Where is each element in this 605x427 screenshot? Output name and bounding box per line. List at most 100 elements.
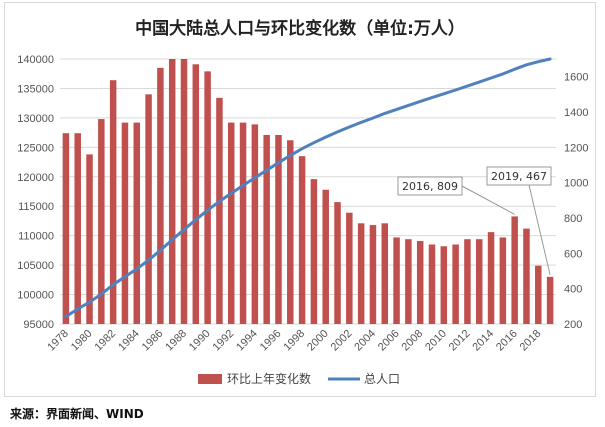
left-tick-label: 100000 xyxy=(17,290,54,302)
bar-2007 xyxy=(405,239,412,324)
bar-2009 xyxy=(428,244,436,324)
bar-2017 xyxy=(523,228,530,324)
bar-1986 xyxy=(157,67,164,324)
right-tick-label: 1400 xyxy=(564,107,588,119)
x-tick-label-2002: 2002 xyxy=(329,328,355,354)
x-tick-label-1986: 1986 xyxy=(140,328,166,354)
right-tick-label: 800 xyxy=(564,213,582,225)
bar-1997 xyxy=(287,140,294,324)
x-tick-label-1982: 1982 xyxy=(92,328,118,354)
line-series-total-population xyxy=(64,57,552,319)
x-tick-label-1978: 1978 xyxy=(45,328,71,354)
left-tick-label: 135000 xyxy=(17,83,54,95)
right-tick-label: 1200 xyxy=(564,142,588,154)
bar-1979 xyxy=(74,133,81,324)
bar-1983 xyxy=(121,122,129,324)
bar-1984 xyxy=(133,122,141,324)
bar-2002 xyxy=(346,212,353,324)
bar-1987 xyxy=(168,59,176,324)
left-tick-label: 125000 xyxy=(17,142,54,154)
x-tick-label-2018: 2018 xyxy=(518,328,544,354)
bar-2000 xyxy=(322,189,329,324)
x-tick-label-2008: 2008 xyxy=(400,328,426,354)
left-tick-label: 95000 xyxy=(23,319,54,331)
bar-2004 xyxy=(369,225,377,324)
right-tick-label: 1600 xyxy=(564,72,588,84)
bar-series xyxy=(62,59,554,325)
bar-1982 xyxy=(109,80,117,324)
bar-1985 xyxy=(145,94,152,324)
gridlines xyxy=(60,58,556,325)
left-tick-label: 120000 xyxy=(17,172,54,184)
bar-1993 xyxy=(239,122,247,324)
bar-1991 xyxy=(216,97,223,324)
left-tick-label: 140000 xyxy=(17,54,54,66)
left-axis-ticks: 95000 100000 105000 110000 115000 120000 12500… xyxy=(17,54,54,331)
bar-2001 xyxy=(334,202,341,324)
source-note: 来源：界面新闻、WIND xyxy=(10,407,144,421)
bar-1992 xyxy=(227,122,235,324)
x-tick-label-2000: 2000 xyxy=(305,328,331,354)
bar-2014 xyxy=(487,232,495,324)
right-axis-ticks: 200 400 600 800 1000 1200 1400 1600 xyxy=(564,72,588,331)
x-tick-label-1996: 1996 xyxy=(258,328,284,354)
right-tick-label: 400 xyxy=(564,284,582,296)
bar-2008 xyxy=(416,240,424,324)
x-tick-label-1998: 1998 xyxy=(281,328,307,354)
annotation-box-2019 xyxy=(486,166,552,186)
bar-1980 xyxy=(86,154,93,324)
legend-label-line: 总人口 xyxy=(364,372,400,386)
bar-2003 xyxy=(357,223,365,324)
x-tick-label-2012: 2012 xyxy=(447,328,473,354)
bar-1996 xyxy=(275,134,282,324)
x-tick-label-1992: 1992 xyxy=(211,328,237,354)
annotations: 2016, 809 2019, 467 xyxy=(397,166,552,275)
bar-2016 xyxy=(511,216,518,324)
right-tick-label: 200 xyxy=(564,319,582,331)
x-tick-label-2016: 2016 xyxy=(494,328,520,354)
annotation-leader-2016 xyxy=(461,185,515,215)
x-tick-label-1990: 1990 xyxy=(187,328,213,354)
right-tick-label: 600 xyxy=(564,248,582,260)
x-tick-label-1994: 1994 xyxy=(234,328,260,354)
x-tick-label-2006: 2006 xyxy=(376,328,402,354)
bar-2006 xyxy=(393,237,400,324)
annotation-label-2019: 2019, 467 xyxy=(491,170,547,183)
x-tick-label-1988: 1988 xyxy=(163,328,189,354)
bar-2015 xyxy=(499,237,507,324)
x-axis-ticks: 1978198019821984198619881990199219941996… xyxy=(45,328,543,354)
annotation-box-2016 xyxy=(397,176,463,196)
bar-2005 xyxy=(381,223,389,324)
bar-1978 xyxy=(62,133,70,324)
left-tick-label: 110000 xyxy=(18,231,54,243)
bar-1998 xyxy=(298,156,306,324)
chart-title: 中国大陆总人口与环比变化数（单位:万人） xyxy=(135,18,465,39)
bar-2019 xyxy=(546,276,554,324)
left-tick-label: 105000 xyxy=(17,260,54,272)
bar-1999 xyxy=(310,179,318,324)
x-tick-label-1984: 1984 xyxy=(116,328,142,354)
bar-1981 xyxy=(98,119,105,324)
left-tick-label: 115000 xyxy=(18,201,54,213)
bar-2011 xyxy=(452,244,459,324)
x-tick-label-2004: 2004 xyxy=(352,328,378,354)
x-tick-label-1980: 1980 xyxy=(69,328,95,354)
right-tick-label: 1000 xyxy=(564,178,588,190)
bar-2018 xyxy=(535,265,542,324)
left-tick-label: 130000 xyxy=(17,113,54,125)
bar-1995 xyxy=(263,134,270,324)
annotation-leader-2019 xyxy=(528,184,551,275)
legend-label-bar: 环比上年变化数 xyxy=(227,371,311,386)
bar-2010 xyxy=(440,246,448,324)
bar-1994 xyxy=(251,124,259,324)
x-tick-label-2010: 2010 xyxy=(423,328,449,354)
legend-swatch-bar xyxy=(198,374,222,384)
x-tick-label-2014: 2014 xyxy=(470,328,496,354)
annotation-label-2016: 2016, 809 xyxy=(402,180,458,193)
bar-2013 xyxy=(475,239,483,324)
bar-2012 xyxy=(464,239,471,324)
bar-1990 xyxy=(204,71,211,324)
bar-1988 xyxy=(180,59,188,324)
bar-1989 xyxy=(192,64,200,325)
